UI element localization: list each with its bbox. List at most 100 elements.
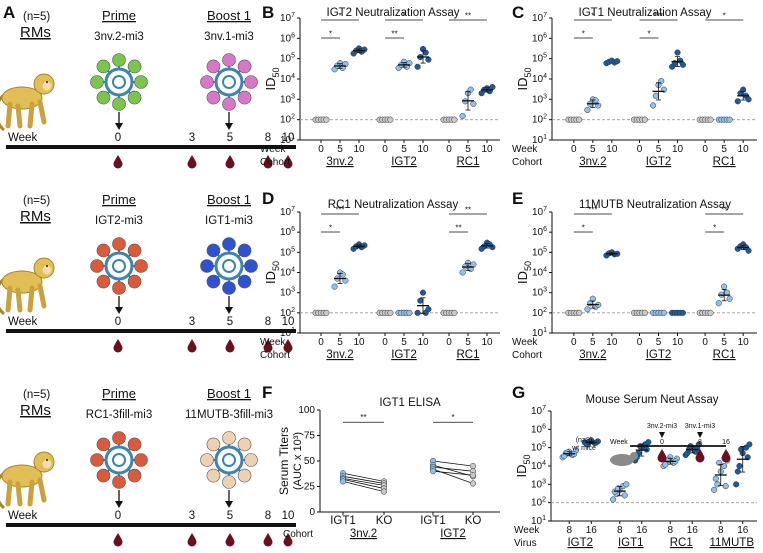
data-point xyxy=(470,100,477,107)
prime-nanoparticle-icon xyxy=(90,431,148,489)
group-row-label: Cohort xyxy=(512,157,542,168)
antigen xyxy=(112,53,126,67)
data-point xyxy=(650,102,657,109)
week-label: Week xyxy=(8,316,37,328)
antigen xyxy=(112,431,126,445)
y-tick-label: 106 xyxy=(280,32,295,44)
week-tick-label: 10 xyxy=(353,337,365,348)
antigen xyxy=(134,259,148,273)
pair-line xyxy=(342,475,385,484)
week-tick-label: 10 xyxy=(353,144,365,155)
blood-drop-icon xyxy=(263,533,273,547)
data-point xyxy=(707,309,714,316)
panel-letter-a: A xyxy=(3,3,15,22)
antigen xyxy=(90,75,104,89)
week-row-label: Week xyxy=(514,525,540,536)
data-point xyxy=(684,450,691,457)
group-row-label: Cohort xyxy=(260,157,290,168)
antigen xyxy=(244,75,258,89)
significance-label: * xyxy=(582,30,585,39)
chart-title: IGT1 Neutralization Assay xyxy=(579,7,712,19)
data-point xyxy=(467,86,474,93)
data-point xyxy=(711,486,718,493)
week-tick-label: 8 xyxy=(265,132,271,144)
y-tick-label: 101 xyxy=(531,515,546,527)
y-tick-label: 103 xyxy=(280,93,295,105)
inset-arrow-icon xyxy=(659,432,665,438)
pair-line xyxy=(342,481,385,492)
panel-letter-b: B xyxy=(262,3,274,22)
week-tick-label: 16 xyxy=(737,525,749,536)
data-point xyxy=(623,481,630,488)
data-point xyxy=(679,61,686,68)
significance-label: ** xyxy=(465,206,471,215)
blood-drop-icon xyxy=(113,339,123,353)
boost-title: Boost 1 xyxy=(207,386,251,401)
week-tick-label: 0 xyxy=(115,510,121,522)
y-tick-label: 105 xyxy=(531,442,546,454)
group-row-label: Cohort xyxy=(512,350,542,361)
boost-title: Boost 1 xyxy=(207,8,251,23)
data-point xyxy=(451,309,458,316)
inset-week-tick: 16 xyxy=(722,439,730,446)
data-point xyxy=(707,116,714,123)
week-row-label: Week xyxy=(512,337,538,348)
week-row-label: Week xyxy=(512,144,538,155)
data-point xyxy=(746,441,753,448)
cohort-label: IGT2 xyxy=(440,528,466,540)
blood-drop-icon xyxy=(225,155,235,169)
antigen xyxy=(200,453,214,467)
blood-drop-icon xyxy=(225,533,235,547)
antigen xyxy=(127,59,142,74)
pair-line xyxy=(432,468,474,484)
week-tick-label: 16 xyxy=(687,525,699,536)
antigen xyxy=(96,468,111,483)
cohort-size: (n=5) xyxy=(23,195,50,207)
week-label: Week xyxy=(8,510,37,522)
group-label: 3nv.2 xyxy=(579,156,606,168)
animal-label: RMs xyxy=(20,24,51,41)
y-tick-label: 103 xyxy=(531,478,546,490)
significance-label: * xyxy=(338,12,341,21)
inset-week-tick: 8 xyxy=(698,439,702,446)
x-tick-label: IGT1 xyxy=(330,515,356,527)
y-tick-label: 75 xyxy=(304,431,316,442)
blood-drop-icon xyxy=(113,533,123,547)
antigen xyxy=(222,431,236,445)
y-tick-label: 102 xyxy=(531,497,546,509)
blood-drop-icon xyxy=(113,155,123,169)
y-tick-label: 104 xyxy=(280,267,295,279)
y-tick-label: 103 xyxy=(532,93,547,105)
inset-immunogen: 3nv.1-mi3 xyxy=(685,423,715,430)
y-axis-label: ID50 xyxy=(514,454,532,477)
week-tick-label: 0 xyxy=(382,144,388,155)
week-tick-label: 5 xyxy=(401,144,407,155)
arrow-icon xyxy=(225,501,233,508)
significance-label: ** xyxy=(391,30,397,39)
pair-line xyxy=(432,470,474,476)
y-tick-label: 102 xyxy=(532,114,547,126)
y-tick-label: 102 xyxy=(532,307,547,319)
data-point xyxy=(736,462,743,470)
mice-annotation: (n=8) xyxy=(576,437,593,444)
week-tick-label: 5 xyxy=(721,337,727,348)
blood-drop-icon xyxy=(187,533,197,547)
timeline-bar xyxy=(6,329,296,333)
chart-mouse-serum-neut: Mouse Serum Neut Assay 101 102 103 104 105 106… xyxy=(514,394,757,549)
data-point xyxy=(714,481,721,488)
y-tick-label: 106 xyxy=(532,226,547,238)
significance-label: * xyxy=(451,413,454,422)
antigen xyxy=(112,237,126,251)
y-tick-label: 106 xyxy=(280,226,295,238)
significance-label: * xyxy=(329,224,332,233)
data-point xyxy=(584,306,591,313)
y-axis-label-units: (AUC x 10³) xyxy=(292,432,304,490)
week-tick-label: 0 xyxy=(571,144,577,155)
antigen xyxy=(200,75,214,89)
inset-blood-drop-icon xyxy=(721,449,731,463)
group-label: IGT2 xyxy=(646,349,672,361)
prime-immunogen: RC1-3fill-mi3 xyxy=(86,409,152,421)
arrow-icon xyxy=(115,501,123,508)
pair-line xyxy=(342,472,385,482)
animal-label: RMs xyxy=(20,402,51,419)
